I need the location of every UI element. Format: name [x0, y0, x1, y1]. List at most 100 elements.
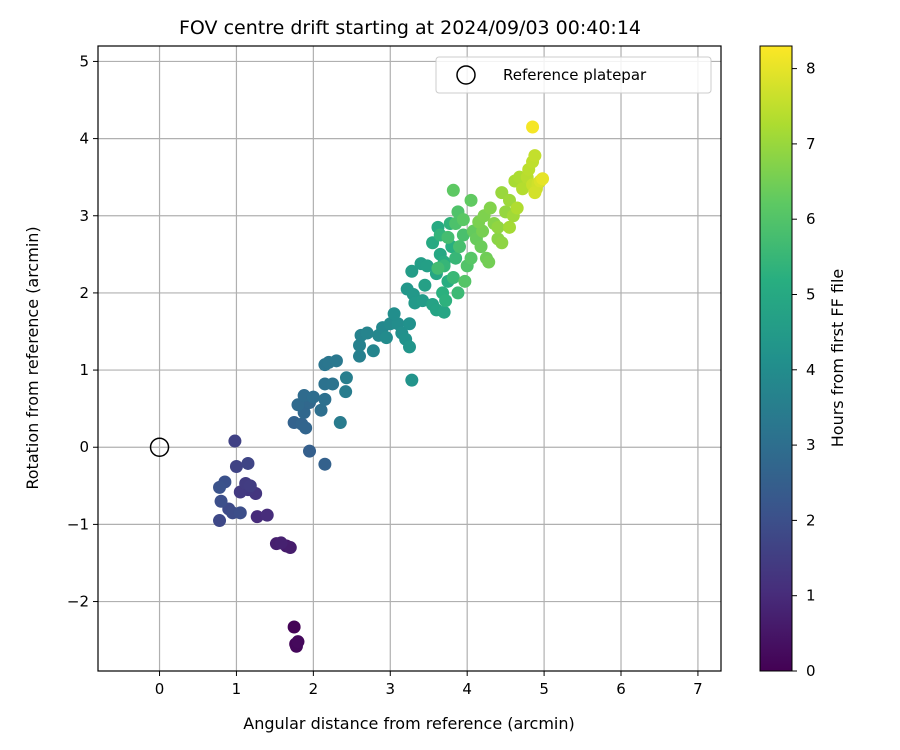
data-point: [451, 286, 465, 300]
legend-box: [435, 56, 712, 94]
colorbar-tick-label: 6: [806, 210, 816, 228]
colorbar-tick-label: 4: [806, 361, 816, 379]
data-point: [437, 305, 451, 319]
colorbar-tick-label: 7: [806, 135, 816, 153]
colorbar-tick-label: 0: [806, 662, 816, 680]
chart-title: FOV centre drift starting at 2024/09/03 …: [179, 17, 641, 39]
x-tick-label: 0: [155, 680, 165, 698]
data-point: [464, 251, 478, 265]
data-point: [229, 460, 243, 474]
data-point: [318, 457, 332, 471]
x-tick-label: 4: [462, 680, 472, 698]
x-tick-label: 7: [693, 680, 703, 698]
data-point: [528, 186, 542, 200]
data-point: [474, 240, 488, 254]
data-point: [241, 456, 255, 470]
colorbar-gradient: [760, 46, 792, 671]
data-point: [387, 307, 401, 321]
data-point: [526, 120, 540, 134]
grid-lines: [98, 46, 721, 671]
legend-open-circle-icon: [456, 65, 476, 85]
y-tick-label: −2: [67, 593, 89, 611]
y-tick-label: 0: [79, 438, 89, 456]
y-tick-label: 3: [79, 207, 89, 225]
data-point: [379, 331, 393, 345]
data-point: [405, 373, 419, 387]
data-point: [228, 434, 242, 448]
data-point: [326, 377, 340, 391]
x-tick-label: 2: [309, 680, 319, 698]
data-point: [536, 172, 550, 186]
data-point: [214, 494, 228, 508]
data-point: [441, 230, 455, 244]
x-tick-label: 3: [385, 680, 395, 698]
colorbar-tick-label: 2: [806, 511, 816, 529]
data-point: [403, 317, 416, 331]
data-point: [403, 340, 416, 354]
data-point: [452, 240, 466, 254]
data-point: [446, 270, 460, 284]
data-point: [416, 294, 430, 308]
data-point: [456, 213, 470, 227]
legend-label: Reference platepar: [503, 66, 647, 84]
y-tick-label: 4: [79, 130, 89, 148]
colorbar-frame: [759, 45, 793, 672]
colorbar-tick-label: 3: [806, 436, 816, 454]
legend: Reference platepar: [435, 56, 712, 94]
x-tick-label: 1: [232, 680, 242, 698]
x-tick-label: 5: [539, 680, 549, 698]
data-point: [260, 508, 274, 522]
data-point: [314, 403, 328, 417]
data-point: [456, 228, 470, 242]
data-point: [333, 416, 347, 430]
y-axis-label: Rotation from reference (arcmin): [23, 226, 42, 489]
data-point: [291, 635, 305, 649]
colorbar-tick-label: 5: [806, 285, 816, 303]
y-tick-label: −1: [67, 515, 89, 533]
plot-frame: [97, 45, 722, 672]
data-point: [299, 421, 313, 435]
y-tick-label: 5: [79, 52, 89, 70]
data-point: [420, 259, 434, 273]
data-point: [303, 444, 317, 458]
data-point: [339, 371, 353, 385]
data-point: [495, 236, 509, 250]
data-point: [431, 261, 445, 275]
data-point: [510, 201, 524, 215]
data-point: [318, 392, 332, 406]
data-point: [528, 149, 542, 163]
data-point: [502, 220, 516, 234]
x-tick-label: 6: [616, 680, 626, 698]
data-point: [339, 385, 353, 399]
data-point: [243, 479, 257, 493]
data-point: [250, 510, 264, 524]
data-point: [213, 480, 227, 494]
x-axis-label: Angular distance from reference (arcmin): [243, 714, 574, 733]
data-point: [353, 338, 367, 352]
data-point: [274, 536, 288, 550]
data-point: [482, 255, 496, 269]
data-point: [233, 506, 247, 520]
data-point: [516, 182, 530, 196]
data-point: [366, 344, 380, 358]
data-point: [213, 514, 227, 528]
data-point: [360, 326, 374, 340]
colorbar: 0 1 2 3 4 5 6 7 8 Hours from first FF file: [759, 45, 847, 680]
data-point: [439, 294, 453, 308]
colorbar-ticks: 0 1 2 3 4 5 6 7 8: [792, 60, 816, 680]
data-point: [291, 398, 305, 412]
data-point: [287, 620, 301, 634]
data-point: [464, 193, 478, 207]
data-points: [213, 120, 550, 653]
colorbar-label: Hours from first FF file: [828, 269, 847, 448]
x-axis-ticks: 0 1 2 3 4 5 6 7: [155, 671, 703, 698]
y-axis-ticks: −2 −1 0 1 2 3 4 5: [67, 52, 98, 611]
reference-platepar-marker: [149, 437, 170, 457]
colorbar-tick-label: 8: [806, 60, 816, 78]
y-tick-label: 2: [79, 284, 89, 302]
data-point: [491, 220, 505, 234]
data-point: [418, 278, 432, 292]
y-tick-label: 1: [79, 361, 89, 379]
data-point: [483, 201, 497, 215]
data-point: [446, 183, 460, 197]
